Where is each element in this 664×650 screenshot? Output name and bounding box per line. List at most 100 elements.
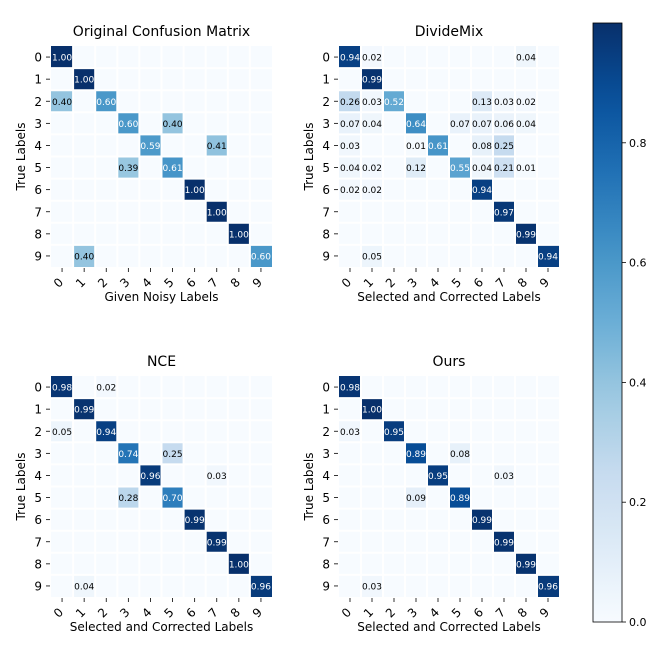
y-tick-label: 9 [34,249,42,263]
x-tick-label: 7 [206,275,221,290]
heatmap-cell [493,200,515,223]
panel-title: NCE [147,354,176,370]
heatmap-cell [515,112,537,135]
colorbar: 0.0 0.2 0.4 0.6 0.8 [592,22,647,629]
x-axis-label: Selected and Corrected Labels [357,620,540,634]
cell-value-label: 0.99 [516,230,536,240]
cell-value-label: 0.07 [340,120,360,130]
cell-value-label: 0.60 [251,252,271,262]
heatmap-cell [493,134,515,157]
heatmap-cell [471,134,493,157]
heatmap-cell [383,90,405,113]
heatmap-cell [449,112,471,135]
heatmap-cell [205,464,228,487]
cell-value-label: 0.02 [516,98,536,108]
colorbar-tick-label: 0.0 [629,616,647,629]
cell-value-label: 0.25 [163,450,183,460]
y-tick-label: 7 [34,205,42,219]
cell-value-label: 0.40 [52,98,72,108]
x-tick-label: 2 [383,605,398,620]
cell-value-label: 1.00 [185,186,205,196]
heatmap-cell [471,156,493,179]
cell-value-label: 0.99 [494,538,514,548]
heatmap-cell [405,156,427,179]
x-tick-label: 3 [405,605,420,620]
cell-value-label: 0.99 [472,516,492,526]
y-tick-label: 2 [322,425,330,439]
cell-value-label: 0.60 [96,98,116,108]
heatmap-cell [161,156,184,179]
heatmap-cell [339,178,361,201]
heatmap-cell [515,46,537,69]
x-tick-label: 7 [206,605,221,620]
cell-value-label: 0.09 [406,494,426,504]
cell-value-label: 0.59 [140,142,160,152]
cell-value-label: 0.55 [450,164,470,174]
heatmap-cell [117,442,140,465]
colorbar-tick-label: 0.8 [629,137,647,150]
heatmap-cell [73,398,96,421]
y-tick-label: 2 [34,95,42,109]
cell-value-label: 0.97 [494,208,514,218]
y-tick-label: 1 [322,403,330,417]
cell-value-label: 0.94 [538,252,558,262]
x-tick-label: 5 [449,275,464,290]
cell-value-label: 0.94 [472,186,492,196]
y-tick-label: 7 [322,205,330,219]
heatmap-cell [73,68,96,91]
y-tick-label: 4 [322,139,330,153]
heatmap-cell [493,530,515,553]
heatmap-cell [51,420,74,443]
cell-value-label: 0.61 [428,142,448,152]
y-tick-label: 9 [322,249,330,263]
cell-value-label: 0.64 [406,120,426,130]
cell-value-label: 0.96 [251,582,271,592]
x-tick-label: 5 [449,605,464,620]
heatmap-cell [405,112,427,135]
heatmap-cell [361,90,383,113]
x-tick-label: 7 [493,275,508,290]
cell-value-label: 0.99 [74,406,94,416]
cell-value-label: 0.03 [340,428,360,438]
cell-value-label: 0.13 [472,98,492,108]
x-tick-label: 9 [250,275,265,290]
x-tick-label: 6 [183,605,198,620]
cell-value-label: 0.61 [163,164,183,174]
cell-value-label: 0.03 [362,98,382,108]
heatmap-cell [339,112,361,135]
cell-value-label: 0.40 [163,120,183,130]
cell-value-label: 0.89 [450,494,470,504]
cell-value-label: 0.41 [207,142,227,152]
x-axis-label: Selected and Corrected Labels [70,620,253,634]
heatmap-cell [427,134,449,157]
x-tick-label: 0 [339,275,354,290]
cell-value-label: 0.99 [185,516,205,526]
cell-value-label: 0.94 [340,54,360,64]
x-tick-label: 7 [493,605,508,620]
cell-value-label: 0.03 [494,98,514,108]
cell-value-label: 1.00 [74,76,94,86]
heatmap-cell [471,508,493,531]
heatmap-cell [493,156,515,179]
heatmap-cell [427,464,449,487]
heatmap-cell [361,398,383,421]
x-tick-label: 3 [117,275,132,290]
heatmap-cell [51,90,74,113]
cell-value-label: 0.03 [207,472,227,482]
heatmap-cell [361,156,383,179]
heatmap-cell [339,376,361,399]
y-tick-label: 2 [322,95,330,109]
heatmap-cell [95,90,118,113]
heatmap-cell [339,420,361,443]
heatmap-cell [95,376,118,399]
y-tick-label: 6 [322,183,330,197]
cell-value-label: 0.25 [494,142,514,152]
cell-value-label: 0.96 [538,582,558,592]
cell-value-label: 0.02 [96,384,116,394]
cell-value-label: 0.05 [362,252,382,262]
heatmap-cell [249,574,272,597]
x-tick-label: 5 [161,275,176,290]
x-axis-label: Selected and Corrected Labels [357,290,540,304]
cell-value-label: 0.07 [450,120,470,130]
